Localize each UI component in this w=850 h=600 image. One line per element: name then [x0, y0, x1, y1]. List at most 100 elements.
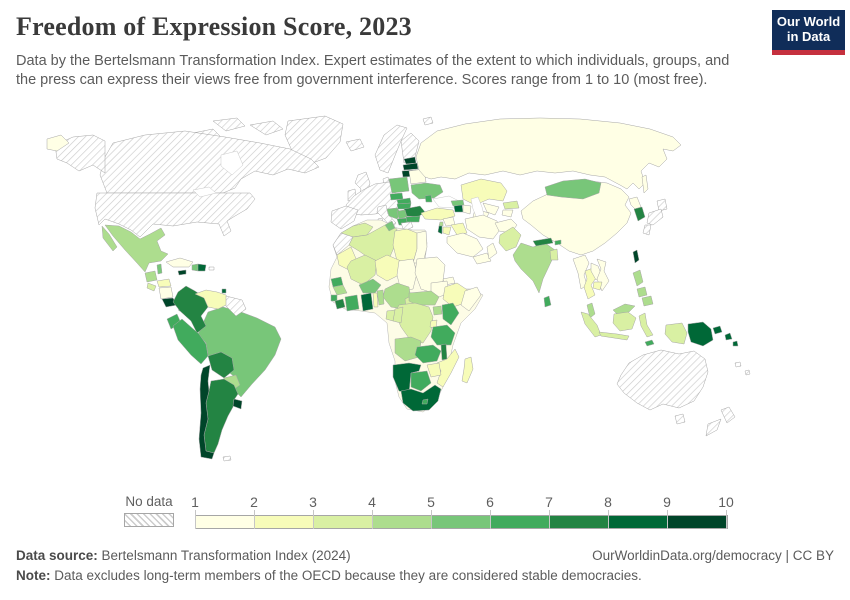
legend-bin-6[interactable] [491, 516, 550, 528]
country-philippines-luzon[interactable] [632, 269, 644, 287]
country-iran[interactable] [464, 214, 500, 240]
country-canada-arctic-2[interactable] [212, 117, 246, 132]
country-chile[interactable] [198, 364, 215, 460]
country-central-african-republic[interactable] [408, 290, 440, 306]
owid-url-link[interactable]: OurWorldinData.org/democracy | CC BY [592, 548, 834, 563]
country-armenia[interactable] [453, 204, 464, 213]
country-malaysia-peninsula[interactable] [586, 302, 596, 319]
country-israel[interactable] [437, 225, 443, 235]
country-tajikistan[interactable] [501, 209, 514, 218]
country-myanmar[interactable] [572, 254, 590, 290]
country-czechia[interactable] [389, 192, 404, 201]
country-japan-kyushu[interactable] [642, 224, 652, 236]
country-zambia[interactable] [414, 344, 442, 364]
country-burkina-faso[interactable] [358, 278, 382, 294]
country-lesotho[interactable] [421, 398, 429, 405]
country-moldova[interactable] [424, 194, 433, 203]
country-chad[interactable] [396, 258, 418, 292]
country-russia[interactable] [415, 117, 682, 190]
country-greenland[interactable] [284, 115, 344, 166]
country-iberia[interactable] [330, 205, 359, 230]
country-mongolia[interactable] [544, 178, 602, 200]
country-pacific-islands-2[interactable] [744, 369, 751, 376]
country-philippines-visayas[interactable] [636, 286, 648, 298]
country-ivory-coast[interactable] [344, 294, 360, 312]
country-gabon[interactable] [385, 309, 396, 322]
country-taiwan[interactable] [632, 249, 640, 264]
country-papua-new-guinea-newbritain[interactable] [712, 325, 723, 335]
country-dominican-republic[interactable] [197, 263, 207, 272]
country-uganda[interactable] [432, 305, 443, 316]
country-svalbard[interactable] [422, 116, 434, 126]
legend-bin-4[interactable] [373, 516, 432, 528]
country-benin[interactable] [376, 289, 385, 306]
country-timor-leste[interactable] [644, 339, 655, 347]
country-japan-honshu[interactable] [646, 208, 664, 226]
country-azerbaijan[interactable] [462, 204, 472, 215]
country-algeria[interactable] [348, 224, 398, 262]
country-guatemala[interactable] [144, 270, 158, 283]
country-india[interactable] [512, 242, 556, 294]
country-australia[interactable] [616, 349, 709, 411]
legend-bin-3[interactable] [314, 516, 373, 528]
country-canada-arctic-1[interactable] [249, 120, 284, 136]
country-haiti[interactable] [191, 263, 199, 272]
country-kazakhstan[interactable] [460, 178, 508, 206]
country-uzbekistan[interactable] [482, 202, 500, 216]
country-south-africa[interactable] [400, 384, 442, 412]
country-belize[interactable] [156, 263, 163, 275]
country-pacific-islands-1[interactable] [734, 361, 742, 368]
country-uruguay[interactable] [232, 398, 243, 410]
country-indonesia-kalimantan[interactable] [612, 311, 637, 332]
country-united-states[interactable] [94, 192, 256, 238]
country-colombia[interactable] [172, 285, 209, 334]
legend-bin-9[interactable] [668, 516, 727, 528]
country-kyrgyzstan[interactable] [502, 200, 520, 210]
country-canada[interactable] [99, 130, 320, 194]
country-puerto-rico[interactable] [208, 266, 215, 271]
country-guyana-suriname[interactable] [225, 295, 247, 317]
country-tanzania[interactable] [430, 324, 456, 346]
country-mexico[interactable] [104, 224, 169, 273]
country-bhutan[interactable] [554, 239, 562, 246]
country-sri-lanka[interactable] [543, 295, 552, 308]
country-honduras[interactable] [156, 278, 172, 288]
country-somalia[interactable] [460, 286, 482, 312]
country-ghana[interactable] [360, 292, 374, 312]
country-pakistan[interactable] [498, 226, 522, 252]
country-new-zealand-south[interactable] [705, 418, 722, 437]
country-japan-hokkaido[interactable] [656, 198, 668, 212]
country-oman[interactable] [486, 242, 498, 260]
country-poland[interactable] [388, 176, 410, 194]
country-peru[interactable] [172, 318, 209, 365]
country-south-korea[interactable] [633, 206, 646, 222]
owid-logo[interactable]: Our World in Data [772, 10, 845, 55]
country-guinea[interactable] [332, 284, 348, 296]
country-latvia[interactable] [402, 162, 419, 171]
country-kenya[interactable] [441, 302, 460, 326]
country-alaska[interactable] [54, 134, 106, 174]
legend-bin-8[interactable] [609, 516, 668, 528]
country-libya[interactable] [392, 228, 418, 264]
country-nepal[interactable] [532, 237, 554, 247]
country-australia-tasmania[interactable] [674, 413, 686, 425]
country-el-salvador[interactable] [146, 282, 157, 292]
country-saudi-arabia[interactable] [446, 232, 484, 258]
country-cambodia[interactable] [592, 281, 603, 291]
legend-bin-1[interactable] [196, 516, 255, 528]
country-malawi[interactable] [440, 343, 448, 361]
country-serbia[interactable] [396, 209, 408, 220]
country-ukraine[interactable] [410, 182, 444, 200]
country-iceland[interactable] [345, 138, 365, 152]
country-turkey[interactable] [420, 207, 456, 221]
country-papua-new-guinea[interactable] [687, 321, 714, 347]
country-togo[interactable] [372, 292, 379, 308]
country-russia-sakhalin[interactable] [641, 174, 649, 194]
country-bulgaria[interactable] [405, 215, 421, 223]
country-jordan[interactable] [442, 226, 452, 236]
legend-bin-2[interactable] [255, 516, 314, 528]
country-finland[interactable] [400, 132, 420, 164]
country-falkland-islands[interactable] [222, 455, 232, 462]
country-new-zealand-north[interactable] [720, 406, 736, 424]
country-mexico-baja[interactable] [101, 225, 118, 252]
